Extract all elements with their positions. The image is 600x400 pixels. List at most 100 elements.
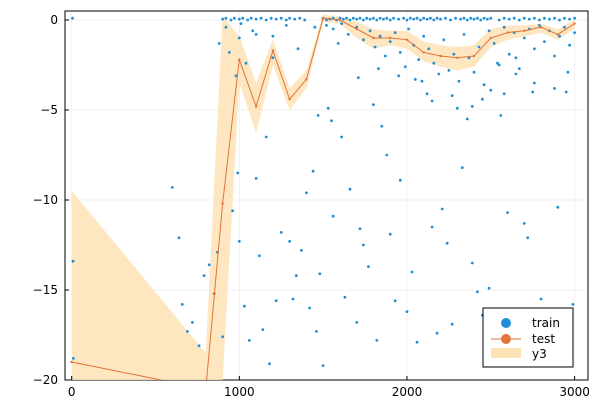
train-point — [462, 33, 466, 36]
train-point — [419, 18, 422, 22]
train-point — [271, 56, 275, 60]
train-point — [264, 135, 268, 139]
test-point — [338, 18, 342, 22]
train-point — [325, 18, 328, 22]
test-line — [71, 17, 575, 380]
train-point — [460, 166, 464, 170]
train-point — [243, 304, 246, 308]
train-point — [482, 83, 486, 87]
x-tick-label: 3000 — [559, 385, 590, 399]
train-point — [378, 16, 382, 20]
train-point — [538, 24, 541, 27]
test-line-layer — [70, 17, 576, 380]
train-point — [305, 191, 308, 195]
x-tick-label: 0 — [68, 385, 76, 399]
train-point — [224, 16, 228, 20]
train-point — [300, 249, 303, 252]
train-point — [422, 16, 426, 20]
train-point — [472, 17, 476, 21]
y-tick-label: −10 — [33, 193, 58, 207]
train-point — [517, 67, 521, 70]
train-point — [313, 25, 317, 29]
test-point — [439, 54, 442, 58]
train-point — [71, 259, 75, 263]
train-point — [489, 16, 493, 20]
train-point — [269, 16, 273, 20]
train-point — [355, 17, 359, 21]
train-point — [308, 306, 312, 310]
train-point — [236, 171, 240, 175]
test-point — [221, 202, 224, 205]
train-point — [462, 16, 466, 20]
train-point — [539, 297, 543, 301]
train-point — [296, 47, 300, 51]
train-point — [373, 45, 377, 49]
train-point — [405, 310, 409, 313]
train-point — [507, 52, 511, 56]
train-point — [244, 61, 248, 65]
train-point — [412, 17, 416, 21]
train-point — [177, 236, 181, 240]
train-point — [365, 16, 369, 20]
train-point — [340, 135, 343, 139]
train-point — [408, 16, 412, 20]
train-point — [330, 119, 333, 123]
train-point — [356, 76, 360, 79]
train-point — [573, 31, 576, 34]
test-point — [489, 36, 492, 40]
train-point — [232, 16, 236, 20]
train-point — [288, 240, 291, 243]
train-point — [237, 240, 241, 243]
train-point — [338, 16, 342, 20]
train-point — [410, 270, 414, 274]
train-point — [351, 16, 355, 20]
train-point — [348, 18, 352, 22]
train-point — [234, 74, 238, 78]
train-point — [271, 34, 275, 38]
train-point — [264, 18, 268, 22]
test-point — [539, 26, 543, 29]
train-point — [531, 90, 535, 94]
train-point — [186, 330, 189, 333]
train-point — [362, 18, 365, 22]
train-point — [492, 42, 496, 45]
train-point — [291, 297, 295, 301]
train-point — [469, 16, 473, 20]
train-point — [237, 17, 241, 21]
train-point — [224, 25, 228, 29]
train-point — [489, 88, 493, 92]
train-point — [514, 56, 518, 60]
train-point — [367, 265, 370, 268]
train-point — [71, 16, 74, 20]
train-point — [254, 177, 258, 180]
train-point — [573, 16, 576, 20]
train-point — [279, 231, 283, 234]
train-point — [405, 18, 409, 22]
train-point — [482, 16, 486, 20]
train-point — [229, 18, 233, 22]
test-point — [321, 17, 325, 20]
test-point — [556, 33, 559, 36]
train-point — [470, 105, 474, 108]
test-point — [355, 27, 358, 31]
train-point — [388, 40, 392, 43]
train-point — [368, 29, 372, 33]
train-point — [487, 29, 491, 33]
train-point — [217, 42, 221, 45]
train-point — [372, 103, 375, 106]
train-point — [514, 72, 518, 76]
train-point — [348, 187, 352, 191]
train-point — [479, 18, 483, 22]
train-point — [517, 18, 521, 22]
train-point — [499, 114, 503, 117]
train-point — [254, 33, 258, 36]
train-point — [481, 97, 484, 101]
train-point — [388, 18, 392, 22]
train-point — [362, 243, 365, 247]
train-point — [316, 114, 320, 117]
y-tick-label: −15 — [33, 283, 58, 297]
train-point — [415, 340, 419, 344]
train-point — [429, 16, 432, 20]
train-point — [452, 52, 456, 56]
